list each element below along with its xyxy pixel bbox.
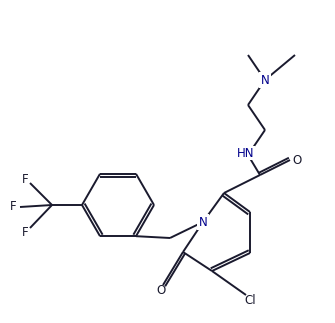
Text: Cl: Cl bbox=[244, 294, 256, 307]
Text: F: F bbox=[21, 225, 28, 238]
Text: F: F bbox=[21, 172, 28, 185]
Text: O: O bbox=[156, 285, 165, 297]
Text: N: N bbox=[261, 74, 269, 87]
Text: F: F bbox=[9, 201, 16, 214]
Text: O: O bbox=[292, 153, 302, 166]
Text: HN: HN bbox=[237, 147, 255, 160]
Text: N: N bbox=[199, 215, 207, 228]
